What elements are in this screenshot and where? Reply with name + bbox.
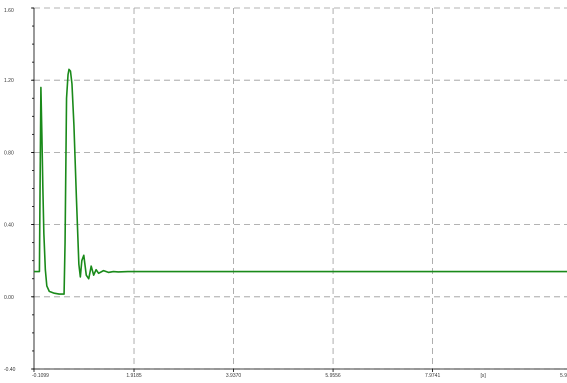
tick-labels: 1.60 1.20 0.80 0.40 0.00 -0.40 -0.1099 1.9185 3.…: [4, 8, 567, 379]
y-tick-label: 1.20: [4, 78, 14, 84]
x-tick-label: 5.9556: [325, 373, 341, 379]
series: [34, 68, 567, 295]
x-tick-label: 3.9370: [226, 373, 242, 379]
y-tick-label: 0.40: [4, 223, 14, 229]
y-tick-label: -0.40: [4, 367, 16, 373]
y-tick-label: 0.00: [4, 295, 14, 301]
series-line-0: [34, 68, 567, 295]
y-tick-label: 0.80: [4, 150, 14, 156]
x-tick-label: [s]: [481, 373, 487, 379]
axes: [33, 8, 567, 370]
y-tick-label: 1.60: [4, 8, 14, 14]
x-tick-label: 1.9185: [126, 373, 142, 379]
grid-lines: [34, 7, 567, 370]
x-tick-label: 7.9741: [425, 373, 441, 379]
x-tick-label: -0.1099: [32, 373, 49, 379]
x-tick-label: 5.9: [560, 373, 567, 379]
ticks: [31, 7, 433, 372]
